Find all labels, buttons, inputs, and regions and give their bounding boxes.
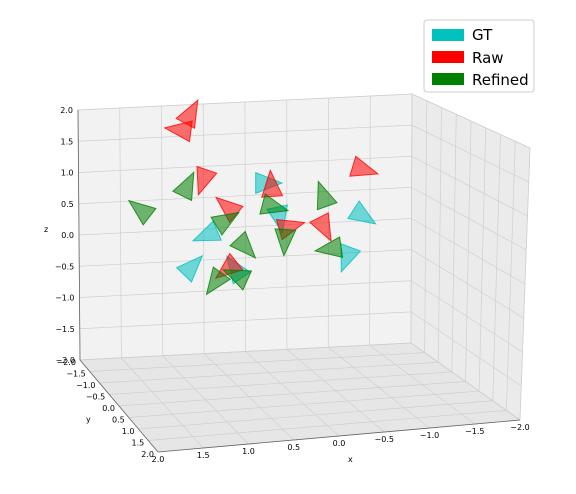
refined-camera-marker — [205, 266, 232, 296]
z-tick-label: −2.0 — [56, 356, 75, 365]
y-tick-label: 0.0 — [102, 404, 115, 413]
gt-camera-marker — [175, 254, 204, 283]
grid-line — [478, 127, 487, 392]
grid-line — [79, 311, 412, 330]
z-axis-label: z — [44, 225, 48, 234]
x-tick-label: −0.5 — [375, 435, 394, 444]
y-axis-ticks: −2.0 −1.5 −1.0 −0.5 0.0 0.5 1.0 1.5 2.0 — [57, 358, 154, 459]
x-tick-label: 1.0 — [242, 447, 255, 456]
grid-line — [286, 349, 385, 433]
grid-line — [411, 280, 523, 353]
legend-swatch-refined — [432, 73, 464, 85]
legend: GT Raw Refined — [423, 19, 535, 93]
x-tick-label: −1.5 — [465, 427, 484, 436]
grid-lines — [77, 93, 531, 453]
grid-line — [128, 390, 480, 418]
y-tick-label: −2.0 — [57, 358, 76, 367]
raw-camera-marker — [349, 155, 380, 177]
y-tick-label: 1.0 — [122, 427, 135, 436]
refined-camera-marker — [274, 228, 297, 258]
grid-line — [411, 249, 524, 319]
y-tick-label: 2.0 — [141, 450, 154, 459]
grid-line — [506, 141, 516, 411]
grid-line — [148, 410, 507, 441]
refined-camera-marker — [229, 230, 257, 259]
x-tick-label: 2.0 — [152, 455, 165, 464]
z-axis-line — [77, 109, 81, 361]
refined-camera-marker — [127, 199, 157, 226]
raw-camera-marker — [261, 168, 284, 198]
raw-camera-marker — [175, 99, 199, 129]
raw-camera-marker — [163, 120, 193, 143]
grid-line — [79, 280, 412, 298]
legend-swatch-gt — [432, 29, 464, 41]
grid-line — [411, 218, 526, 285]
grid-line — [519, 147, 531, 421]
refined-camera-marker — [259, 193, 290, 215]
y-tick-label: −1.0 — [76, 381, 95, 390]
y-tick-label: 0.5 — [112, 416, 125, 425]
x-tick-label: 0.5 — [287, 443, 300, 452]
refined-camera-marker — [221, 269, 253, 291]
grid-line — [492, 134, 501, 401]
z-axis-ticks: −2.0 −1.5 −1.0 −0.5 0.0 0.5 1.0 1.5 2.0 — [55, 106, 75, 365]
x-tick-label: −1.0 — [420, 431, 439, 440]
y-tick-label: −1.5 — [66, 370, 85, 379]
grid-line — [79, 342, 412, 361]
y-tick-label: −0.5 — [86, 393, 105, 402]
z-tick-label: 0.0 — [61, 231, 74, 240]
z-tick-label: −0.5 — [55, 262, 74, 271]
z-tick-label: 2.0 — [60, 106, 73, 115]
x-tick-label: 0.0 — [333, 439, 346, 448]
grid-line — [410, 342, 521, 421]
z-tick-label: 1.0 — [61, 169, 74, 178]
refined-camera-marker — [172, 171, 195, 202]
y-tick-label: 1.5 — [132, 439, 145, 448]
grid-line — [410, 93, 413, 344]
legend-label-refined: Refined — [472, 71, 529, 89]
legend-label-raw: Raw — [472, 49, 504, 67]
raw-camera-marker — [308, 212, 332, 243]
gt-camera-marker — [347, 200, 377, 225]
legend-swatch-raw — [432, 51, 464, 63]
grid-line — [138, 400, 493, 430]
refined-camera-marker — [210, 211, 241, 236]
x-axis-ticks: 2.0 1.5 1.0 0.5 0.0 −0.5 −1.0 −1.5 −2.0 — [152, 423, 530, 464]
grid-line — [369, 344, 475, 425]
x-tick-label: 1.5 — [197, 451, 210, 460]
z-tick-label: 1.5 — [61, 137, 74, 146]
grid-line — [78, 218, 412, 236]
x-axis-line — [157, 419, 521, 453]
gt-camera-marker — [340, 242, 362, 274]
x-axis-label: x — [348, 455, 353, 464]
gt-camera-marker — [191, 220, 222, 242]
legend-label-gt: GT — [472, 26, 493, 44]
refined-camera-marker — [316, 180, 338, 211]
z-tick-label: −1.5 — [55, 325, 74, 334]
camera-markers — [127, 99, 380, 296]
grid-line — [410, 311, 522, 387]
x-tick-label: −2.0 — [510, 423, 529, 432]
z-tick-label: −1.0 — [55, 294, 74, 303]
grid-line — [118, 381, 466, 407]
raw-camera-marker — [196, 165, 218, 196]
y-axis-line — [79, 359, 159, 453]
y-axis-label: y — [86, 415, 91, 424]
refined-camera-marker — [313, 236, 344, 259]
grid-line — [328, 346, 430, 429]
z-tick-label: 0.5 — [61, 200, 74, 209]
